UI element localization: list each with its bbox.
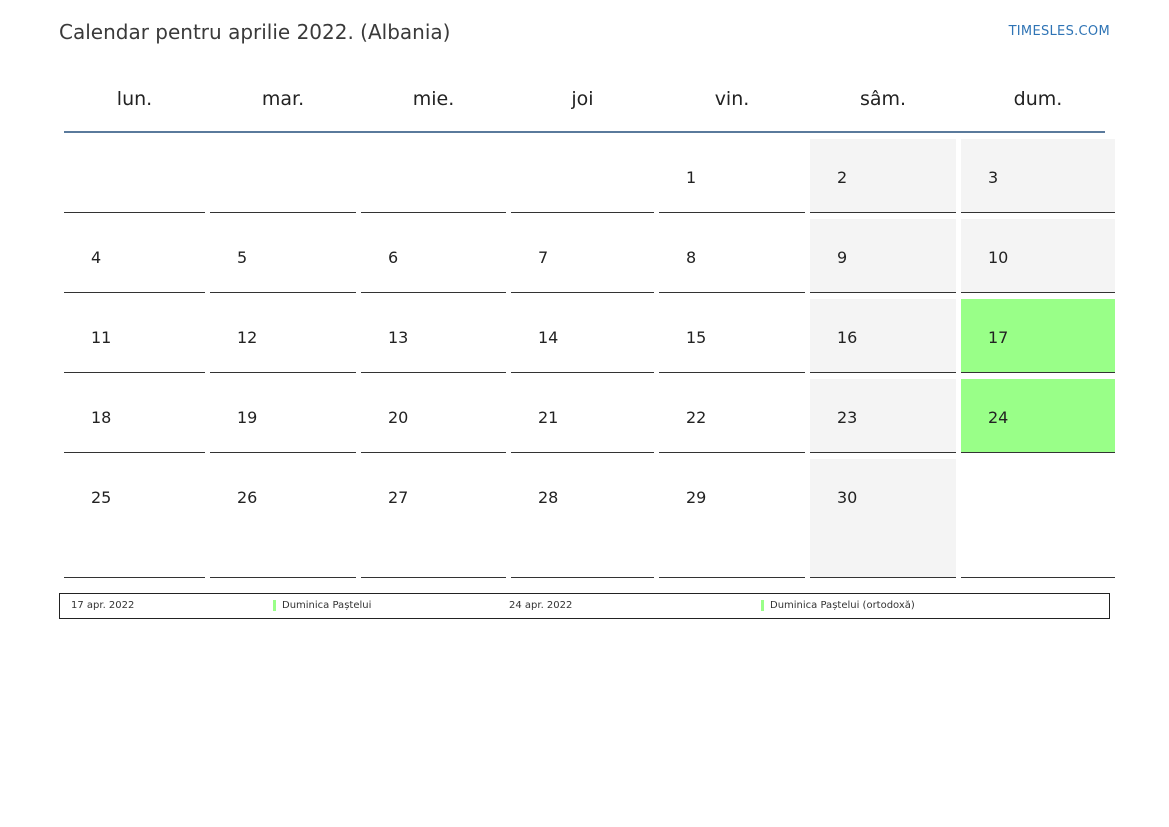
weekday-label: joi	[571, 88, 594, 110]
day-cell: 15	[659, 299, 805, 373]
day-cell-weekend: 9	[810, 219, 956, 293]
week-row: 1 2 3	[64, 139, 1115, 213]
day-number: 11	[91, 328, 112, 347]
day-cell: 7	[511, 219, 654, 293]
day-cell: 5	[210, 219, 356, 293]
day-number: 26	[237, 488, 258, 507]
weekday-label: vin.	[714, 88, 750, 110]
day-number: 16	[837, 328, 858, 347]
day-cell	[961, 459, 1115, 578]
week-row: 4 5 6 7 8 9 10	[64, 219, 1115, 293]
day-cell: 25	[64, 459, 205, 578]
day-cell: 27	[361, 459, 506, 578]
day-number: 1	[686, 168, 697, 187]
day-cell	[210, 139, 356, 213]
day-cell-weekend: 2	[810, 139, 956, 213]
day-number: 17	[988, 328, 1009, 347]
day-cell: 20	[361, 379, 506, 453]
day-number: 22	[686, 408, 707, 427]
day-cell: 26	[210, 459, 356, 578]
day-cell-holiday: 24	[961, 379, 1115, 453]
day-cell: 8	[659, 219, 805, 293]
day-number: 24	[988, 408, 1009, 427]
day-number: 12	[237, 328, 258, 347]
day-number: 18	[91, 408, 112, 427]
day-cell	[511, 139, 654, 213]
legend-holiday-name: Duminica Paștelui (ortodoxă)	[770, 600, 915, 611]
day-number: 25	[91, 488, 112, 507]
holiday-color-marker	[273, 600, 276, 611]
week-row: 18 19 20 21 22 23 24	[64, 379, 1115, 453]
day-cell: 1	[659, 139, 805, 213]
weekday-label: dum.	[1013, 88, 1063, 110]
day-number: 28	[538, 488, 559, 507]
day-cell: 4	[64, 219, 205, 293]
day-number: 30	[837, 488, 858, 507]
day-cell: 6	[361, 219, 506, 293]
day-cell: 13	[361, 299, 506, 373]
day-number: 9	[837, 248, 848, 267]
day-number: 5	[237, 248, 248, 267]
holiday-legend: 17 apr. 2022 Duminica Paștelui 24 apr. 2…	[59, 593, 1110, 619]
day-cell-weekend: 16	[810, 299, 956, 373]
day-number: 20	[388, 408, 409, 427]
day-number: 23	[837, 408, 858, 427]
day-cell: 28	[511, 459, 654, 578]
day-number: 14	[538, 328, 559, 347]
day-number: 10	[988, 248, 1009, 267]
day-number: 29	[686, 488, 707, 507]
day-cell	[361, 139, 506, 213]
day-cell: 11	[64, 299, 205, 373]
day-cell-holiday: 17	[961, 299, 1115, 373]
day-cell: 12	[210, 299, 356, 373]
day-number: 3	[988, 168, 999, 187]
weekday-label: lun.	[116, 88, 153, 110]
day-number: 2	[837, 168, 848, 187]
day-cell-weekend: 3	[961, 139, 1115, 213]
day-cell: 19	[210, 379, 356, 453]
day-cell-weekend: 10	[961, 219, 1115, 293]
legend-holiday-name: Duminica Paștelui	[282, 600, 372, 611]
day-number: 21	[538, 408, 559, 427]
day-cell: 22	[659, 379, 805, 453]
week-row: 11 12 13 14 15 16 17	[64, 299, 1115, 373]
page-title: Calendar pentru aprilie 2022. (Albania)	[59, 20, 451, 44]
legend-date: 24 apr. 2022	[509, 600, 573, 611]
legend-date: 17 apr. 2022	[71, 600, 135, 611]
day-cell: 21	[511, 379, 654, 453]
week-row: 25 26 27 28 29 30	[64, 459, 1115, 578]
day-cell-weekend: 30	[810, 459, 956, 578]
day-number: 6	[388, 248, 399, 267]
weekday-label: sâm.	[859, 88, 907, 110]
day-number: 27	[388, 488, 409, 507]
day-cell: 14	[511, 299, 654, 373]
holiday-color-marker	[761, 600, 764, 611]
weekday-label: mar.	[261, 88, 305, 110]
weekday-header-row: lun. mar. mie. joi vin. sâm. dum.	[64, 78, 1105, 133]
day-cell	[64, 139, 205, 213]
day-cell: 29	[659, 459, 805, 578]
day-number: 13	[388, 328, 409, 347]
brand-link[interactable]: TIMESLES.COM	[1008, 24, 1110, 39]
day-number: 7	[538, 248, 549, 267]
day-number: 19	[237, 408, 258, 427]
day-cell-weekend: 23	[810, 379, 956, 453]
day-cell: 18	[64, 379, 205, 453]
calendar-grid: lun. mar. mie. joi vin. sâm. dum. 1 2 3 …	[64, 78, 1115, 578]
day-number: 15	[686, 328, 707, 347]
weekday-label: mie.	[412, 88, 455, 110]
day-number: 4	[91, 248, 102, 267]
day-number: 8	[686, 248, 697, 267]
